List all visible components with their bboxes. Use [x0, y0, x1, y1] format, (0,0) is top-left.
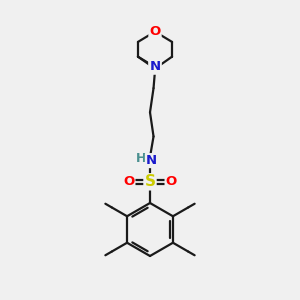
- Text: O: O: [166, 175, 177, 188]
- Text: O: O: [149, 25, 161, 38]
- Text: S: S: [145, 174, 155, 189]
- Text: O: O: [123, 175, 134, 188]
- Text: N: N: [149, 61, 161, 74]
- Text: N: N: [146, 154, 157, 167]
- Text: H: H: [135, 152, 146, 165]
- Text: N: N: [149, 61, 161, 74]
